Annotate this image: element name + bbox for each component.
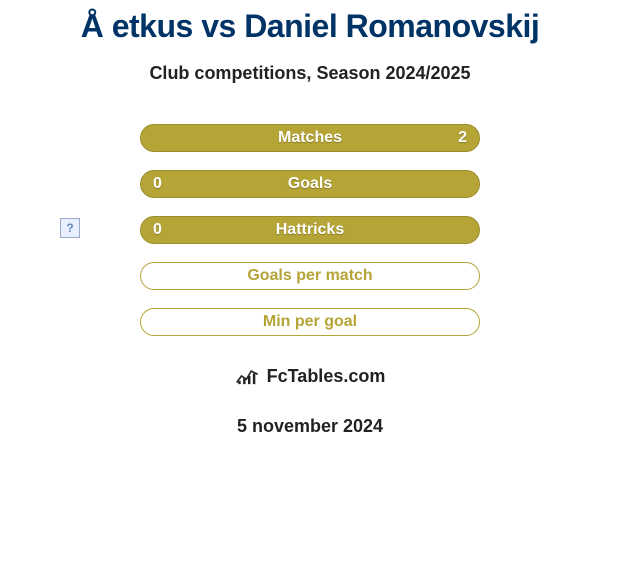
- stats-panel: Matches 2 0 Goals 0 Hattricks Goals per match M…: [140, 124, 480, 336]
- stat-row-goals: 0 Goals: [140, 170, 480, 198]
- stat-label: Goals per match: [247, 267, 372, 285]
- decorative-ellipse-top-left: [8, 124, 112, 150]
- stat-row-hattricks: 0 Hattricks: [140, 216, 480, 244]
- avatar-placeholder-icon: ?: [60, 218, 80, 238]
- stat-label: Hattricks: [276, 221, 344, 239]
- stat-label: Matches: [278, 129, 342, 147]
- fctables-brand-text: FcTables.com: [267, 366, 386, 387]
- page-subtitle: Club competitions, Season 2024/2025: [0, 63, 620, 84]
- page-title: Å etkus vs Daniel Romanovskij: [0, 0, 620, 45]
- fctables-logo-icon: [235, 366, 261, 386]
- stat-label: Min per goal: [263, 313, 357, 331]
- decorative-ellipse-mid-right: [500, 178, 600, 202]
- stat-left-value: 0: [153, 175, 162, 193]
- stat-label: Goals: [288, 175, 332, 193]
- fctables-brand: FcTables.com: [200, 354, 420, 398]
- stat-right-value: 2: [458, 129, 467, 147]
- stat-row-goals-per-match: Goals per match: [140, 262, 480, 290]
- stat-left-value: 0: [153, 221, 162, 239]
- player-avatar-left: ?: [20, 178, 120, 278]
- decorative-ellipse-top-right: [488, 124, 592, 150]
- snapshot-date: 5 november 2024: [0, 416, 620, 437]
- stat-row-min-per-goal: Min per goal: [140, 308, 480, 336]
- stat-row-matches: Matches 2: [140, 124, 480, 152]
